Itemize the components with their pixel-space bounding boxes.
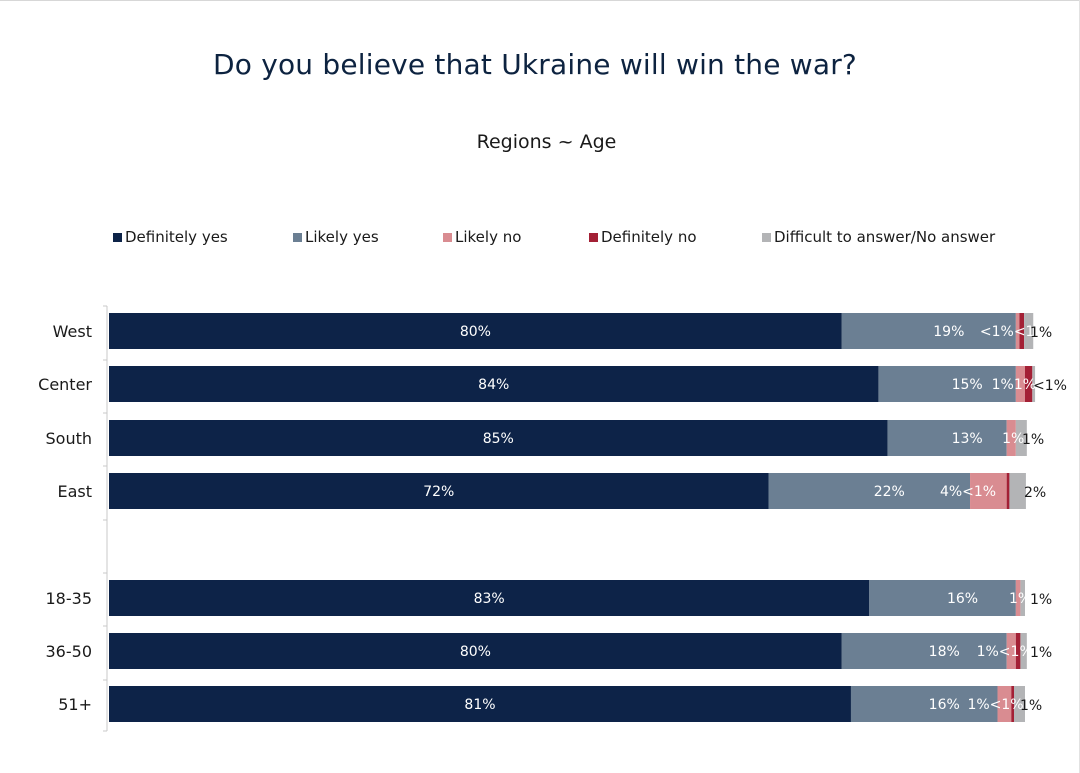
- bar-segment: [1020, 633, 1027, 669]
- bar-segment: [1025, 366, 1033, 402]
- data-label: <1%: [1033, 378, 1067, 394]
- data-label: 1%: [1020, 698, 1042, 714]
- bar-segment: [1009, 473, 1026, 509]
- bar-segment: [1020, 580, 1025, 616]
- bar-segment: [997, 686, 1012, 722]
- category-label: 18-35: [46, 589, 93, 608]
- data-label: 4%<1%: [940, 484, 996, 500]
- bar-segment: [1006, 633, 1016, 669]
- data-label: <1%<1%: [980, 324, 1048, 340]
- data-label: 22%: [874, 484, 905, 500]
- bar-segment: [1015, 420, 1027, 456]
- data-label: 80%: [460, 644, 491, 660]
- bar-segment: [109, 686, 851, 722]
- bar-segment: [1006, 420, 1016, 456]
- legend-swatch: [443, 232, 452, 242]
- chart-title: Do you believe that Ukraine will win the…: [213, 48, 857, 81]
- data-label: 84%: [478, 377, 509, 393]
- bar-segment: [1011, 686, 1015, 722]
- bar-segment: [109, 313, 842, 349]
- data-label: 18%: [929, 644, 960, 660]
- legend-swatch: [589, 232, 598, 242]
- data-label: 1%1%: [992, 377, 1036, 393]
- bar-segment: [850, 686, 998, 722]
- data-label: 1%: [1022, 432, 1044, 448]
- legend-item-likely-no: Likely no: [443, 228, 521, 246]
- data-label: 16%: [947, 591, 978, 607]
- data-label: 83%: [474, 591, 505, 607]
- data-label: 15%: [952, 377, 983, 393]
- bar-segment: [1006, 473, 1010, 509]
- category-label: 36-50: [46, 642, 93, 661]
- category-label: East: [57, 482, 92, 501]
- data-label: 19%: [933, 324, 964, 340]
- category-label: West: [53, 322, 92, 341]
- data-label: 16%: [929, 697, 960, 713]
- bar-segment: [109, 420, 888, 456]
- bar-segment: [1015, 313, 1020, 349]
- legend-label: Difficult to answer/No answer: [774, 228, 996, 246]
- category-label: Center: [38, 375, 92, 394]
- bar-segment: [869, 580, 1016, 616]
- bar-segment: [1015, 580, 1021, 616]
- legend-swatch: [293, 232, 302, 242]
- legend-label: Definitely yes: [125, 228, 228, 246]
- bar-segment: [841, 313, 1016, 349]
- chart-legend: Definitely yes Likely yes Likely no Defi…: [0, 228, 1080, 252]
- data-label: 1%: [1030, 645, 1052, 661]
- bar-segment: [109, 633, 842, 669]
- legend-label: Likely yes: [305, 228, 379, 246]
- bar-segment: [1015, 366, 1025, 402]
- bar-segment: [1024, 313, 1034, 349]
- data-label: 81%: [464, 697, 495, 713]
- data-label: 1%<1%: [967, 697, 1023, 713]
- data-label: 13%: [952, 431, 983, 447]
- legend-label: Likely no: [455, 228, 522, 246]
- category-label: 51+: [58, 695, 92, 714]
- data-label: 1%: [1030, 325, 1052, 341]
- category-label: South: [46, 429, 93, 448]
- data-label: 1%: [1030, 592, 1052, 608]
- chart-subtitle: Regions ~ Age: [476, 131, 617, 153]
- bar-segment: [109, 580, 870, 616]
- bar-segment: [109, 366, 879, 402]
- legend-swatch: [762, 232, 771, 242]
- bar-segment: [1019, 313, 1025, 349]
- data-label: 2%: [1024, 485, 1046, 501]
- data-label: 85%: [483, 431, 514, 447]
- legend-label: Definitely no: [601, 228, 697, 246]
- bar-segment: [887, 420, 1007, 456]
- bar-segment: [970, 473, 1007, 509]
- legend-swatch: [113, 232, 122, 242]
- data-label: 1%<1%: [977, 644, 1033, 660]
- bar-segment: [1032, 366, 1036, 402]
- top-border: [0, 0, 1080, 1]
- bar-segment: [878, 366, 1016, 402]
- data-label: 1%: [1009, 591, 1031, 607]
- data-label: 1%: [1002, 431, 1024, 447]
- legend-item-difficult-to-answer: Difficult to answer/No answer: [762, 228, 995, 246]
- bar-segment: [841, 633, 1007, 669]
- bar-segment: [109, 473, 769, 509]
- legend-item-definitely-no: Definitely no: [589, 228, 697, 246]
- bar-segment: [768, 473, 971, 509]
- data-label: 80%: [460, 324, 491, 340]
- legend-item-definitely-yes: Definitely yes: [113, 228, 228, 246]
- bar-segment: [1014, 686, 1025, 722]
- bar-segment: [1015, 633, 1021, 669]
- data-label: 72%: [423, 484, 454, 500]
- legend-item-likely-yes: Likely yes: [293, 228, 379, 246]
